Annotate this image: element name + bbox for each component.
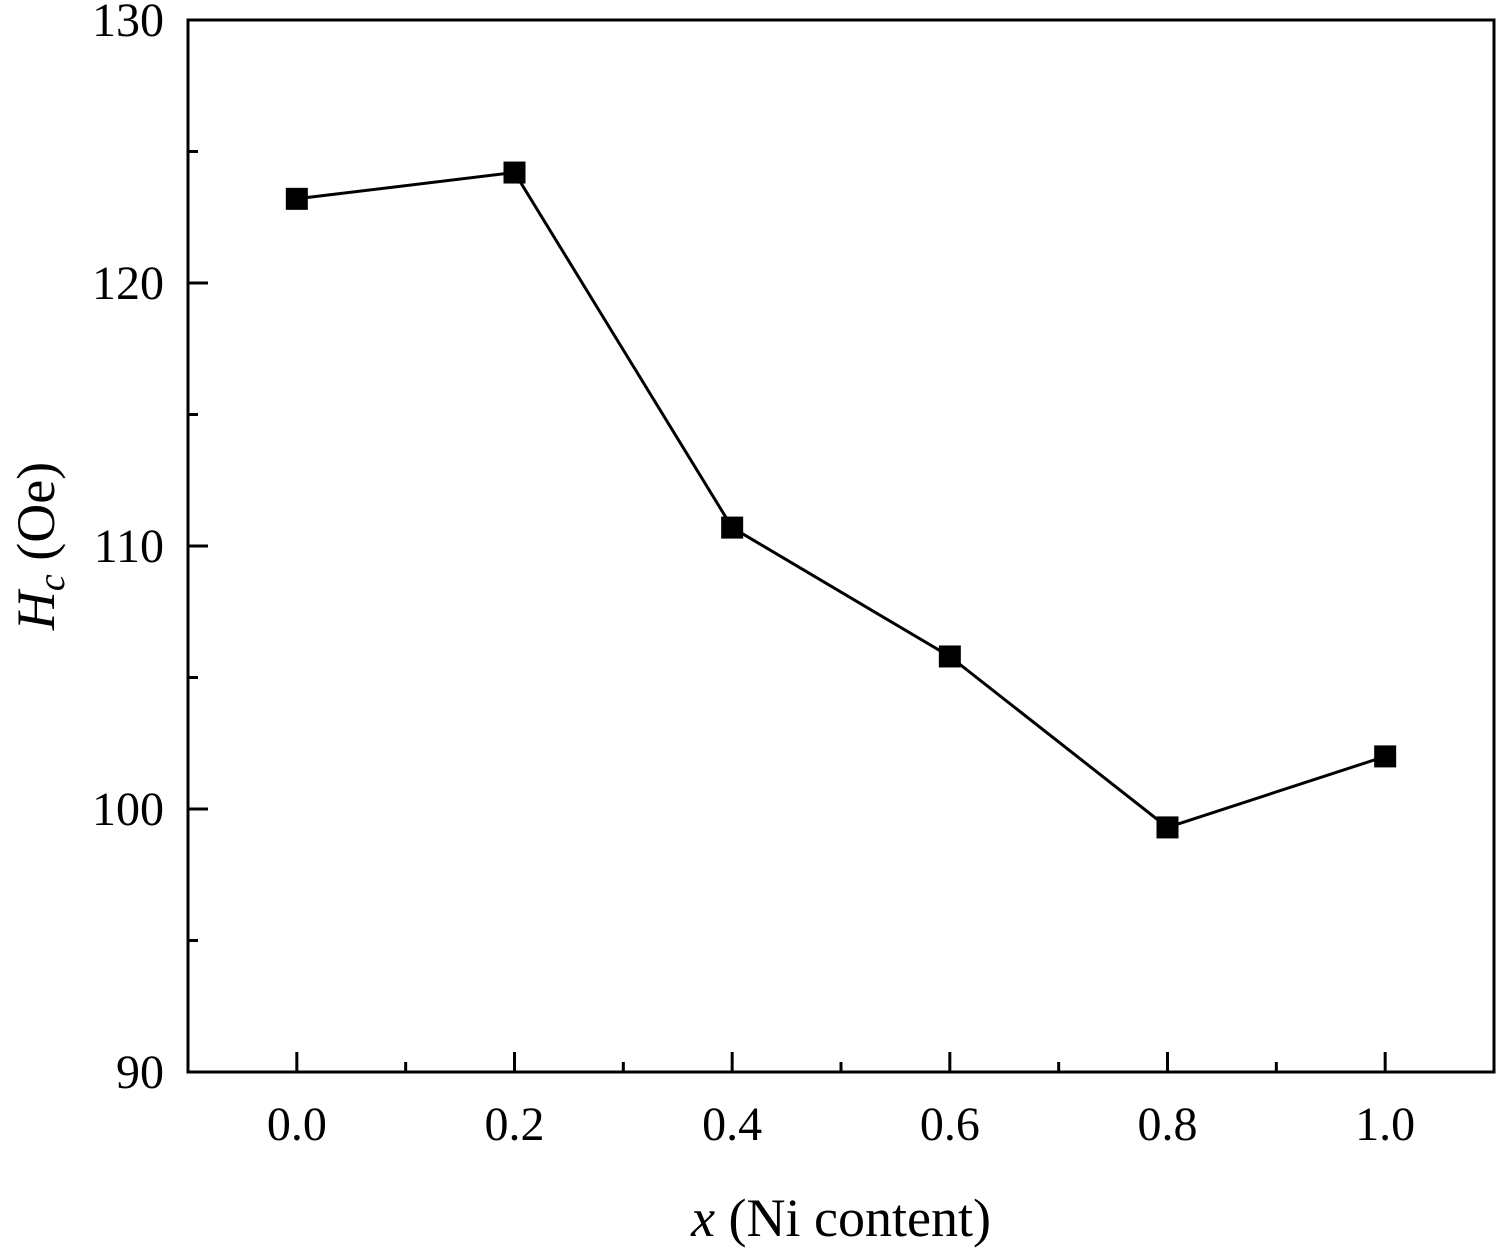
- x-tick-label: 0.0: [267, 1098, 327, 1151]
- y-tick-label: 90: [116, 1046, 164, 1099]
- y-axis-subscript: c: [31, 574, 73, 591]
- y-axis-symbol: H: [6, 588, 66, 631]
- x-tick-label: 0.6: [920, 1098, 980, 1151]
- plot-frame: [186, 18, 1496, 1074]
- y-tick-label: 100: [92, 783, 164, 836]
- data-point-marker: [1156, 816, 1179, 839]
- minor-ticks: [188, 150, 1278, 1072]
- x-tick-label: 1.0: [1355, 1098, 1415, 1151]
- x-axis-label-rest: (Ni content): [715, 1188, 991, 1248]
- y-axis-label-rest: (Oe): [6, 462, 66, 574]
- data-point-marker: [721, 516, 744, 539]
- x-tick-label: 0.2: [485, 1098, 545, 1151]
- x-tick-label: 0.8: [1138, 1098, 1198, 1151]
- x-tick-labels: 0.0 0.2 0.4 0.6 0.8 1.0: [267, 1098, 1415, 1151]
- y-tick-labels: 90 100 110 120 130: [92, 0, 164, 1099]
- data-point-marker: [503, 161, 526, 184]
- y-axis-label: Hc (Oe): [6, 462, 73, 631]
- x-tick-label: 0.4: [702, 1098, 762, 1151]
- data-point-marker: [285, 187, 308, 210]
- data-point-marker: [938, 645, 961, 668]
- y-tick-label: 130: [92, 0, 164, 47]
- x-axis-label: x (Ni content): [690, 1188, 991, 1248]
- major-ticks: [188, 18, 1387, 1074]
- data-point-marker: [1374, 745, 1397, 768]
- series-layer: [285, 161, 1397, 839]
- y-tick-label: 110: [94, 520, 164, 573]
- x-axis-symbol: x: [690, 1188, 715, 1248]
- y-tick-label: 120: [92, 257, 164, 310]
- series-line: [296, 170, 1386, 830]
